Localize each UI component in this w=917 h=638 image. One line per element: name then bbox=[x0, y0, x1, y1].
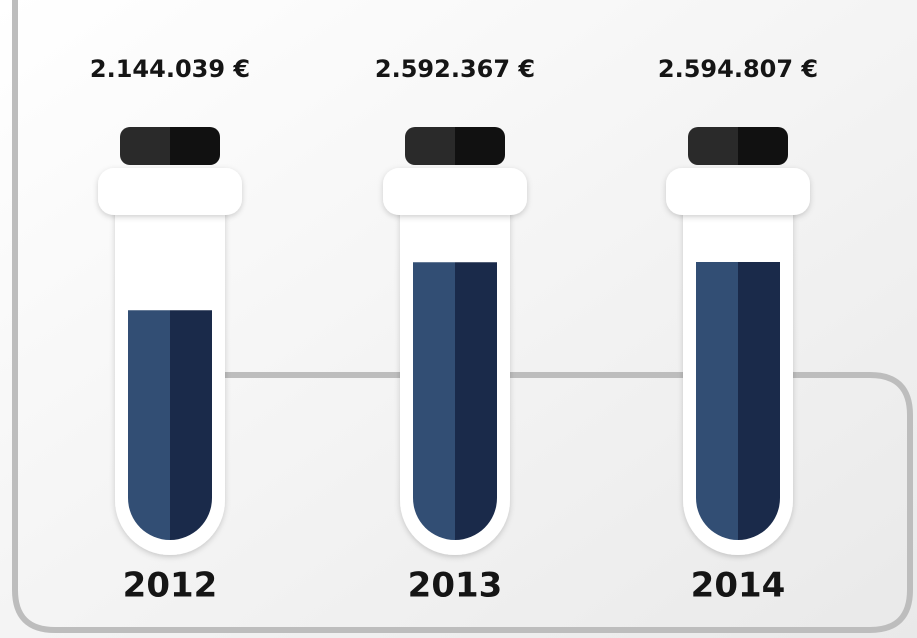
frame bbox=[12, 0, 913, 633]
value-label: 2.144.039 € bbox=[90, 55, 250, 83]
tube-cap bbox=[120, 127, 220, 165]
tube-collar bbox=[383, 168, 527, 215]
tube-cap bbox=[688, 127, 788, 165]
liquid bbox=[696, 262, 780, 540]
tube-collar bbox=[666, 168, 810, 215]
category-label: 2013 bbox=[408, 566, 503, 606]
liquid bbox=[413, 262, 497, 540]
value-label: 2.594.807 € bbox=[658, 55, 818, 83]
category-label: 2014 bbox=[691, 566, 786, 606]
tube-collar bbox=[98, 168, 242, 215]
category-label: 2012 bbox=[123, 566, 218, 606]
value-label: 2.592.367 € bbox=[375, 55, 535, 83]
liquid bbox=[128, 310, 212, 540]
tube-cap bbox=[405, 127, 505, 165]
